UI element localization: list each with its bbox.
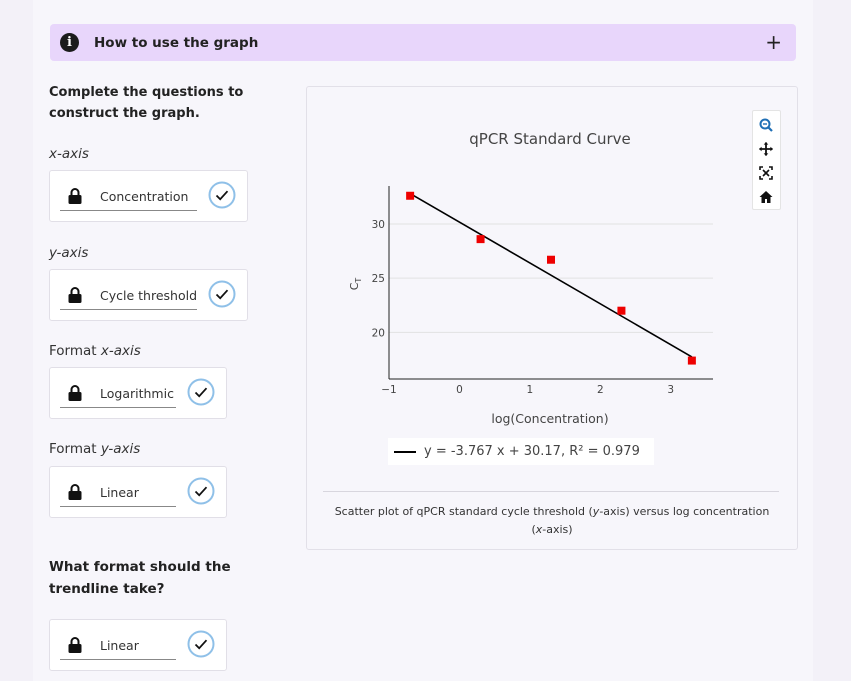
- caption-divider: [323, 491, 779, 492]
- check-icon: [187, 477, 215, 505]
- check-icon: [208, 280, 236, 308]
- question-label: Format x-axis: [49, 343, 141, 359]
- answer-text: Linear: [100, 638, 139, 653]
- answer-text: Cycle threshold: [100, 288, 198, 303]
- x-tick-label: 1: [527, 384, 534, 396]
- how-to-title: How to use the graph: [94, 34, 259, 51]
- answer-text: Concentration: [100, 189, 189, 204]
- info-icon: i: [60, 33, 79, 52]
- points-group[interactable]: [406, 191, 696, 365]
- answer-underline: [60, 309, 197, 310]
- chart-legend: y = -3.767 x + 30.17, R² = 0.979: [388, 438, 654, 465]
- answer-box-x-axis[interactable]: Concentration: [49, 170, 248, 222]
- chart-title: qPCR Standard Curve: [469, 130, 631, 148]
- legend-text: y = -3.767 x + 30.17, R² = 0.979: [424, 444, 640, 459]
- chart-toolbar: [752, 110, 781, 210]
- lock-icon: [68, 637, 82, 653]
- scatter-chart[interactable]: qPCR Standard Curve 20 25 30 −1 0 1 2 3 log(Con…: [306, 86, 796, 436]
- answer-underline: [60, 210, 197, 211]
- zoom-icon[interactable]: [759, 118, 773, 132]
- answer-underline: [60, 659, 176, 660]
- expand-icon[interactable]: +: [765, 30, 782, 54]
- trendline-question: What format should the trendline take?: [49, 559, 231, 597]
- x-tick-label: 3: [667, 384, 674, 396]
- figure-caption: Scatter plot of qPCR standard cycle thre…: [334, 505, 770, 536]
- chart-panel: [306, 86, 798, 550]
- y-tick-label: 25: [372, 273, 385, 285]
- check-icon: [187, 630, 215, 658]
- answer-underline: [60, 407, 176, 408]
- data-point[interactable]: [406, 191, 415, 200]
- data-point[interactable]: [617, 306, 626, 315]
- answer-box-format-y-axis[interactable]: Linear: [49, 466, 227, 518]
- autoscale-icon[interactable]: [759, 166, 773, 180]
- x-tick-label: −1: [381, 384, 396, 396]
- answer-underline: [60, 506, 176, 507]
- pan-icon[interactable]: [759, 142, 773, 156]
- answer-text: Logarithmic: [100, 386, 174, 401]
- y-axis-label: CT: [348, 278, 363, 291]
- question-label: x-axis: [49, 146, 89, 162]
- trendline: [409, 192, 693, 358]
- intro-text: Complete the questions to construct the …: [49, 85, 244, 121]
- axes: [388, 186, 713, 380]
- question-label: Format y-axis: [49, 441, 141, 457]
- data-point[interactable]: [476, 235, 485, 244]
- answer-box-y-axis[interactable]: Cycle threshold: [49, 269, 248, 321]
- how-to-use-panel[interactable]: i How to use the graph +: [50, 24, 796, 61]
- y-tick-label: 20: [372, 327, 385, 339]
- lock-icon: [68, 385, 82, 401]
- trendline-group: [409, 192, 693, 358]
- y-tick-label: 30: [372, 219, 385, 231]
- x-tick-label: 0: [456, 384, 463, 396]
- legend-line-swatch: [394, 450, 416, 453]
- x-axis-label: log(Concentration): [491, 411, 608, 426]
- check-icon: [208, 181, 236, 209]
- answer-box-format-x-axis[interactable]: Logarithmic: [49, 367, 227, 419]
- data-point[interactable]: [687, 356, 696, 365]
- lock-icon: [68, 287, 82, 303]
- x-tick-label: 2: [597, 384, 604, 396]
- lock-icon: [68, 484, 82, 500]
- question-label: y-axis: [49, 245, 89, 261]
- home-icon[interactable]: [759, 190, 773, 204]
- answer-box-trendline[interactable]: Linear: [49, 619, 227, 671]
- answer-text: Linear: [100, 485, 139, 500]
- data-point[interactable]: [547, 255, 555, 264]
- lock-icon: [68, 188, 82, 204]
- check-icon: [187, 378, 215, 406]
- grid: [389, 223, 713, 333]
- ticks: 20 25 30 −1 0 1 2 3: [372, 219, 674, 396]
